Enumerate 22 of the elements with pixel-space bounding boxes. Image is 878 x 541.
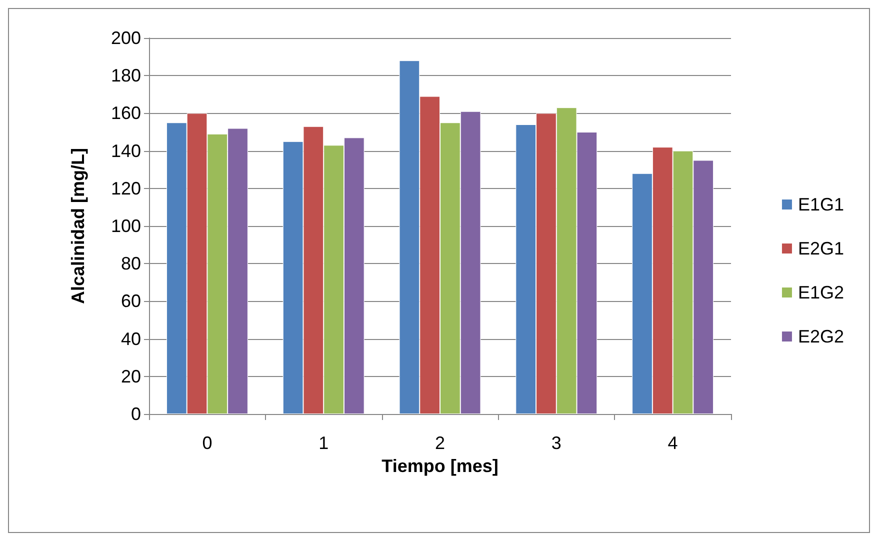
x-tick-label: 0 bbox=[202, 433, 212, 453]
y-tick-label: 60 bbox=[120, 291, 141, 312]
legend-label: E1G2 bbox=[798, 282, 844, 302]
x-tick-label: 4 bbox=[668, 433, 678, 453]
x-tick-label: 1 bbox=[318, 433, 329, 453]
y-tick-label: 0 bbox=[130, 404, 141, 424]
y-axis-title: Alcalinidad [mg/L] bbox=[68, 148, 88, 304]
y-tick-label: 180 bbox=[110, 66, 141, 86]
x-tick-label: 2 bbox=[434, 433, 446, 453]
y-tick-label: 120 bbox=[110, 178, 141, 198]
y-tick-label: 200 bbox=[110, 28, 141, 48]
y-tick-label: 140 bbox=[110, 140, 141, 161]
y-tick-label: 80 bbox=[120, 254, 141, 274]
y-tick-label: 40 bbox=[120, 328, 141, 349]
x-tick-label: 3 bbox=[551, 433, 562, 453]
legend-label: E1G1 bbox=[798, 194, 844, 214]
legend-label: E2G1 bbox=[798, 238, 844, 258]
legend-label: E2G2 bbox=[798, 326, 844, 346]
y-tick-label: 100 bbox=[110, 216, 141, 236]
y-tick-label: 20 bbox=[120, 366, 141, 386]
y-tick-label: 160 bbox=[110, 103, 141, 124]
x-axis-title: Tiempo [mes] bbox=[382, 456, 498, 476]
